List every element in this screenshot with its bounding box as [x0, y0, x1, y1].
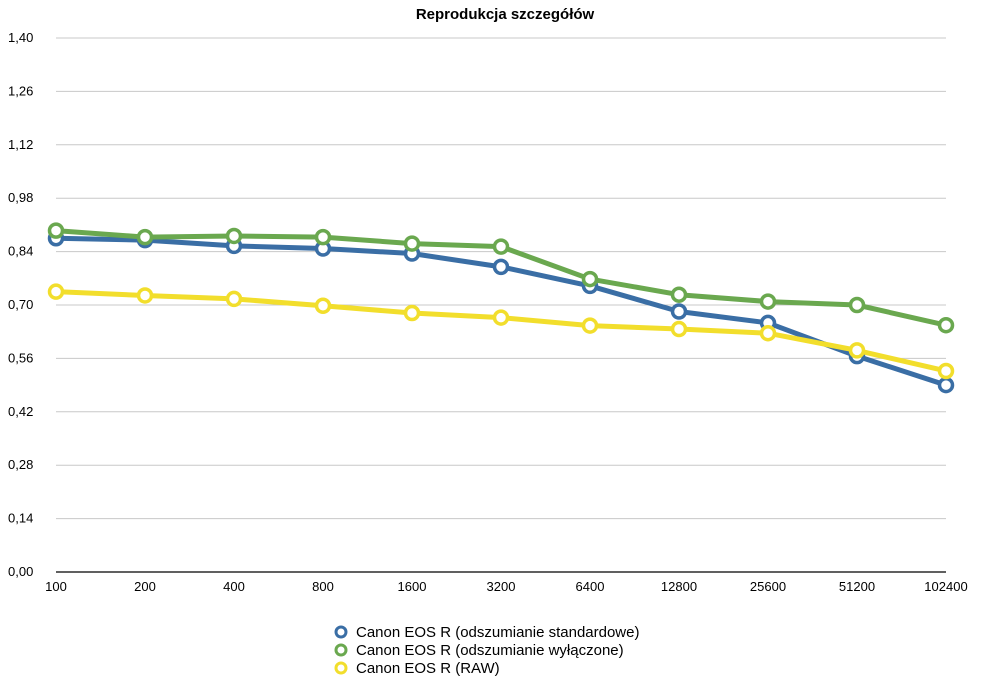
- x-tick-label: 102400: [924, 579, 967, 594]
- legend-item-3: Canon EOS R (RAW): [334, 660, 500, 677]
- chart-title: Reprodukcja szczegółów: [416, 6, 595, 23]
- x-tick-label: 400: [223, 579, 245, 594]
- data-point: [47, 222, 65, 239]
- data-point: [670, 286, 688, 303]
- x-tick-label: 12800: [661, 579, 697, 594]
- legend-marker: [334, 625, 348, 639]
- data-point: [314, 297, 332, 315]
- data-point: [136, 228, 154, 246]
- y-tick-label: 0,84: [8, 244, 33, 259]
- data-point: [937, 316, 955, 334]
- y-tick-label: 0,42: [8, 404, 33, 419]
- data-point: [848, 342, 866, 359]
- y-tick-label: 0,00: [8, 564, 33, 579]
- data-point: [670, 320, 688, 338]
- data-point: [136, 287, 154, 304]
- series-3: [47, 283, 955, 380]
- data-point: [225, 227, 243, 245]
- data-point: [403, 235, 421, 252]
- y-tick-label: 1,40: [8, 30, 33, 45]
- x-tick-label: 100: [45, 579, 67, 594]
- x-tick-label: 200: [134, 579, 156, 594]
- x-tick-label: 6400: [576, 579, 605, 594]
- y-tick-label: 1,26: [8, 83, 33, 98]
- series-2: [47, 222, 955, 334]
- data-point: [492, 258, 510, 276]
- y-tick-label: 0,98: [8, 190, 33, 205]
- y-tick-label: 0,14: [8, 511, 33, 526]
- y-tick-label: 1,12: [8, 137, 33, 152]
- legend-marker: [334, 643, 348, 657]
- legend-marker: [334, 661, 348, 675]
- legend-item-1: Canon EOS R (odszumianie standardowe): [334, 624, 639, 641]
- y-tick-label: 0,28: [8, 457, 33, 472]
- data-point: [403, 304, 421, 322]
- data-point: [670, 303, 688, 320]
- data-point: [314, 228, 332, 246]
- x-tick-label: 3200: [487, 579, 516, 594]
- data-point: [581, 270, 599, 288]
- x-axis-ticks: 100 200 400 800 1600 3200 6400 12800 25600 51200 1…: [45, 579, 968, 594]
- data-point: [47, 283, 65, 300]
- legend-label: Canon EOS R (odszumianie wyłączone): [356, 642, 624, 659]
- legend: Canon EOS R (odszumianie standardowe)Can…: [334, 624, 639, 677]
- legend-label: Canon EOS R (odszumianie standardowe): [356, 624, 639, 641]
- data-point: [937, 362, 955, 380]
- x-tick-label: 1600: [398, 579, 427, 594]
- y-tick-label: 0,56: [8, 350, 33, 365]
- data-point: [848, 296, 866, 314]
- data-point: [759, 293, 777, 310]
- data-point: [492, 309, 510, 326]
- y-tick-label: 0,70: [8, 297, 33, 312]
- data-point: [937, 376, 955, 394]
- series-lines: [47, 222, 955, 394]
- x-tick-label: 25600: [750, 579, 786, 594]
- data-point: [581, 317, 599, 334]
- data-point: [759, 324, 777, 342]
- data-point: [225, 290, 243, 308]
- legend-label: Canon EOS R (RAW): [356, 660, 500, 677]
- x-tick-label: 800: [312, 579, 334, 594]
- x-tick-label: 51200: [839, 579, 875, 594]
- y-axis-ticks: 0,00 0,14 0,28 0,42 0,56 0,70 0,84 0,98 1,12 1,26…: [8, 30, 33, 579]
- data-point: [492, 238, 510, 255]
- legend-item-2: Canon EOS R (odszumianie wyłączone): [334, 642, 624, 659]
